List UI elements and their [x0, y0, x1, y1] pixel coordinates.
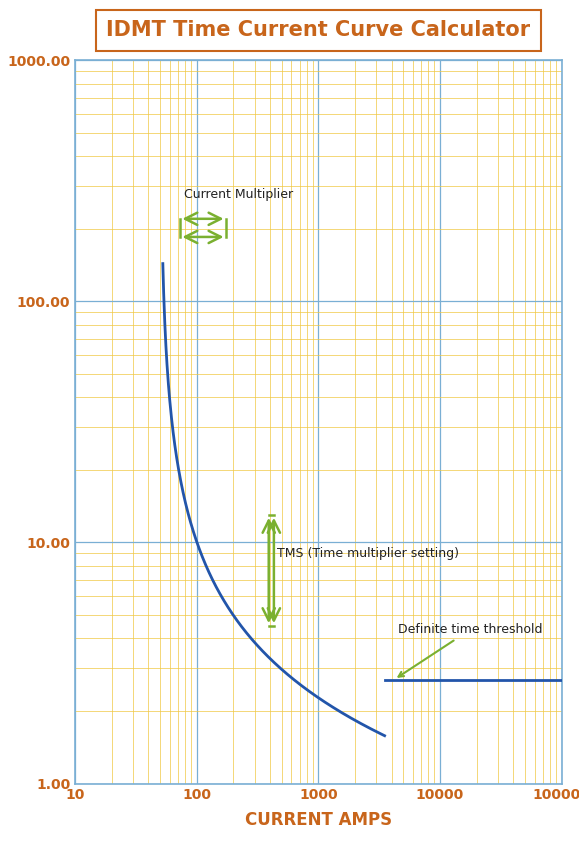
Text: IDMT Time Current Curve Calculator: IDMT Time Current Curve Calculator	[107, 20, 530, 40]
Text: TMS (Time multiplier setting): TMS (Time multiplier setting)	[277, 547, 460, 560]
X-axis label: CURRENT AMPS: CURRENT AMPS	[245, 811, 392, 828]
Text: Definite time threshold: Definite time threshold	[398, 623, 543, 677]
Text: Current Multiplier: Current Multiplier	[184, 189, 293, 201]
